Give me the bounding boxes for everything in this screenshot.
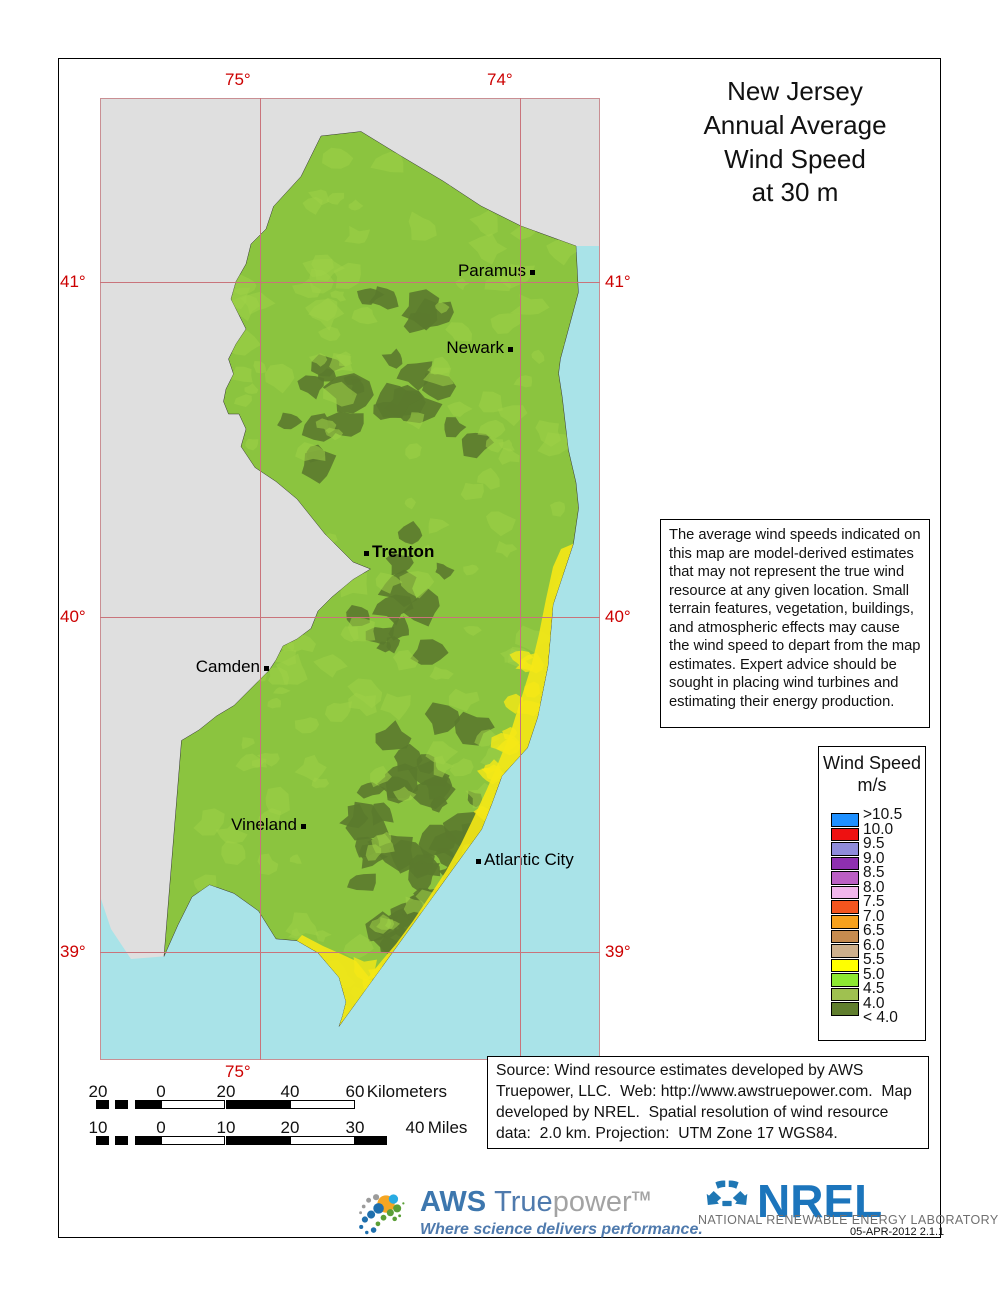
svg-text:Camden: Camden <box>196 657 260 676</box>
svg-text:Vineland: Vineland <box>231 815 297 834</box>
svg-text:Trenton: Trenton <box>372 542 434 561</box>
svg-text:Atlantic City: Atlantic City <box>484 850 574 869</box>
svg-text:Newark: Newark <box>446 338 504 357</box>
svg-text:Paramus: Paramus <box>458 261 526 280</box>
